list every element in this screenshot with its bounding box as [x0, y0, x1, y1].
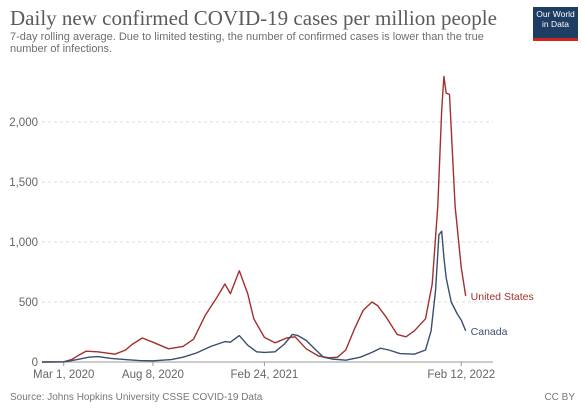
- y-tick-label: 2,000: [9, 117, 38, 129]
- owid-logo[interactable]: Our World in Data: [533, 7, 578, 41]
- x-tick-label: Aug 8, 2020: [122, 369, 184, 381]
- series-label-canada: Canada: [471, 326, 508, 338]
- chart-title: Daily new confirmed COVID-19 cases per m…: [10, 6, 497, 30]
- logo-line-1: Our World: [536, 9, 575, 19]
- license-link[interactable]: CC BY: [544, 392, 575, 403]
- series-line-united-states: [41, 75, 467, 363]
- logo-line-2: in Data: [542, 18, 569, 29]
- series-label-united-states: United States: [471, 291, 534, 303]
- chart-subtitle: 7-day rolling average. Due to limited te…: [10, 31, 484, 55]
- y-tick-label: 500: [19, 297, 38, 309]
- x-tick-label: Feb 24, 2021: [231, 369, 299, 381]
- y-tick-label: 1,000: [9, 237, 38, 249]
- series-line-canada: [41, 230, 467, 363]
- source-note: Source: Johns Hopkins University CSSE CO…: [10, 392, 263, 403]
- x-tick-label: Mar 1, 2020: [33, 369, 94, 381]
- x-tick-label: Feb 12, 2022: [427, 369, 495, 381]
- y-tick-label: 1,500: [9, 177, 38, 189]
- y-tick-label: 0: [32, 357, 38, 369]
